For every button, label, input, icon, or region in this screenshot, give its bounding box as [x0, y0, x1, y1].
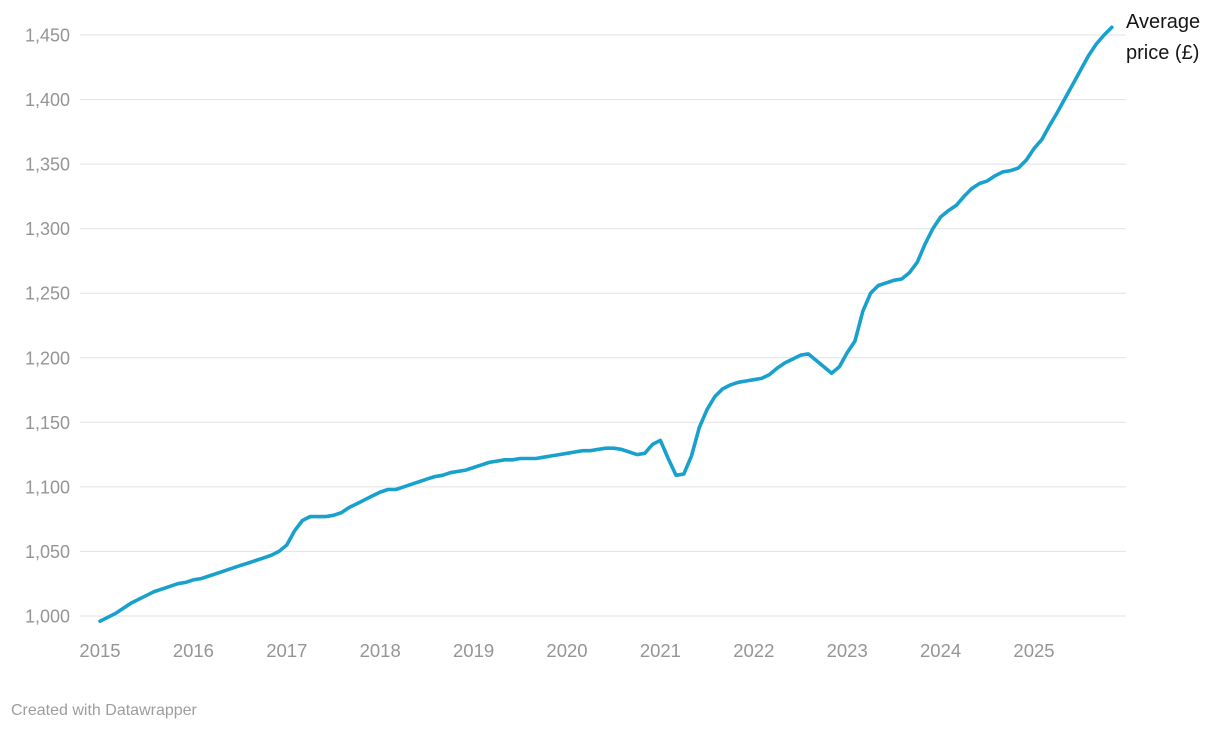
y-axis-tick-label: 1,200 [25, 348, 70, 368]
x-axis-tick-label: 2018 [360, 640, 401, 661]
x-axis-tick-label: 2021 [640, 640, 681, 661]
x-axis-tick-label: 2025 [1013, 640, 1054, 661]
x-axis-tick-label: 2024 [920, 640, 961, 661]
x-axis-tick-label: 2017 [266, 640, 307, 661]
y-axis-tick-label: 1,100 [25, 477, 70, 497]
y-axis-tick-label: 1,150 [25, 413, 70, 433]
datawrapper-credit-link[interactable]: Created with Datawrapper [11, 702, 197, 719]
y-axis-tick-label: 1,050 [25, 542, 70, 562]
series-direct-label: Average price (£) [1126, 11, 1201, 64]
y-axis-tick-label: 1,350 [25, 155, 70, 175]
y-axis-tick-label: 1,300 [25, 219, 70, 239]
x-axis-tick-label: 2015 [79, 640, 120, 661]
y-axis-tick-label: 1,250 [25, 284, 70, 304]
x-axis-tick-label: 2016 [173, 640, 214, 661]
average-price-line [98, 25, 1114, 624]
y-axis-tick-label: 1,400 [25, 90, 70, 110]
y-axis-tick-label: 1,450 [25, 26, 70, 46]
x-axis-tick-label: 2019 [453, 640, 494, 661]
y-axis-tick-label: 1,000 [25, 607, 70, 627]
x-axis-tick-label: 2020 [546, 640, 587, 661]
x-axis-tick-label: 2023 [827, 640, 868, 661]
x-axis-tick-label: 2022 [733, 640, 774, 661]
